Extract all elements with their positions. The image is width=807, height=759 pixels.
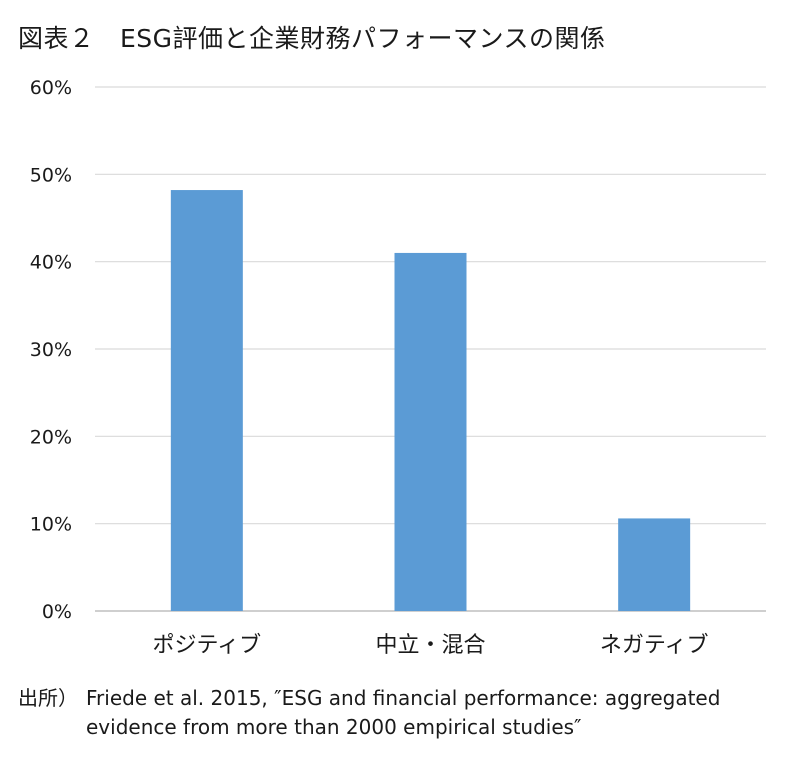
- y-axis-tick-labels: 0% 10% 20% 30% 40% 50% 60%: [30, 77, 72, 623]
- bar: [618, 518, 691, 611]
- chart-title: 図表２ ESG評価と企業財務パフォーマンスの関係: [18, 24, 606, 53]
- bar: [170, 190, 243, 611]
- y-tick-label: 60%: [30, 77, 72, 99]
- source-line-2: evidence from more than 2000 empirical s…: [86, 715, 582, 739]
- bars: [170, 190, 691, 611]
- bar-chart: 0% 10% 20% 30% 40% 50% 60% ポジティブ 中立・混合 ネガティブ: [30, 77, 766, 658]
- y-tick-label: 50%: [30, 164, 72, 186]
- y-tick-label: 20%: [30, 426, 72, 448]
- y-tick-label: 0%: [42, 601, 72, 623]
- source-line-1: Friede et al. 2015, ″ESG and financial p…: [86, 686, 721, 710]
- y-tick-label: 40%: [30, 252, 72, 274]
- x-category-label: ポジティブ: [152, 633, 261, 658]
- bar: [394, 252, 467, 611]
- y-tick-label: 10%: [30, 514, 72, 536]
- source-note: 出所） Friede et al. 2015, ″ESG and financia…: [18, 684, 720, 742]
- source-prefix: 出所）: [18, 686, 78, 710]
- y-tick-label: 30%: [30, 339, 72, 361]
- x-axis-category-labels: ポジティブ 中立・混合 ネガティブ: [152, 633, 708, 658]
- x-category-label: 中立・混合: [375, 633, 485, 658]
- x-category-label: ネガティブ: [600, 633, 709, 658]
